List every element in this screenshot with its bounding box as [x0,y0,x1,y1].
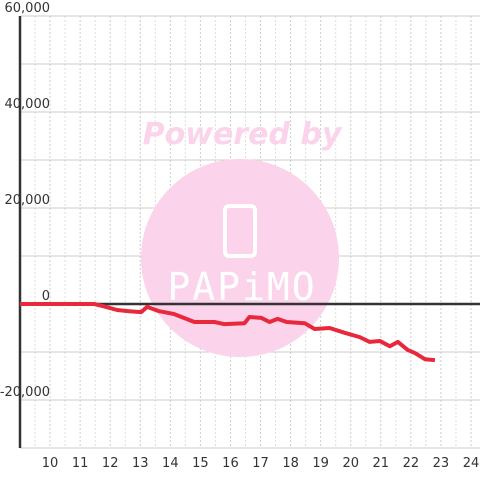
y-tick-label: 0 [42,289,50,304]
x-tick-label: 12 [102,456,119,471]
x-tick-label: 10 [42,456,59,471]
x-tick-label: 15 [192,456,209,471]
data-line [20,302,436,363]
x-tick-label: 14 [162,456,179,471]
watermark-logo: PAPiMO [167,265,316,309]
y-tick-label: -20,000 [0,385,50,400]
x-tick-label: 18 [282,456,299,471]
x-tick-label: 20 [342,456,359,471]
y-tick-label: 40,000 [5,97,51,112]
x-tick-label: 22 [403,456,420,471]
x-tick-label: 19 [312,456,329,471]
watermark-icon [223,204,257,258]
x-tick-label: 16 [222,456,239,471]
y-tick-label: 20,000 [5,193,51,208]
watermark-text: Powered by [143,117,343,152]
x-tick-label: 17 [252,456,269,471]
x-tick-label: 21 [373,456,390,471]
x-tick-label: 13 [132,456,149,471]
watermark: Powered by PAPiMO [141,117,343,357]
y-tick-label: 60,000 [5,1,51,16]
x-tick-label: 23 [433,456,450,471]
x-tick-label: 11 [72,456,89,471]
x-tick-label: 24 [463,456,480,471]
